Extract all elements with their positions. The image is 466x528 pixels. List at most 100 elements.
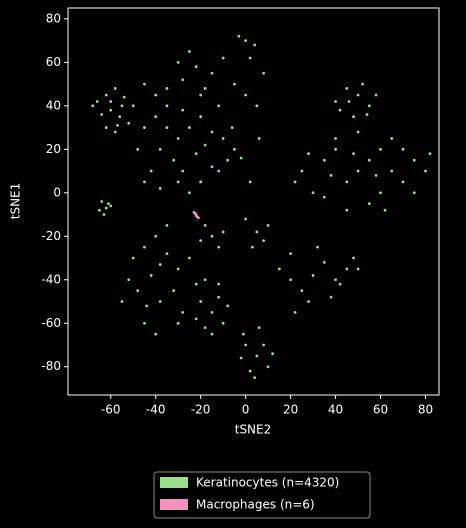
point [131, 104, 135, 108]
point [248, 56, 252, 60]
point [188, 50, 191, 53]
point [131, 256, 135, 260]
point [197, 216, 200, 220]
point [165, 224, 169, 227]
point [203, 224, 207, 227]
point [221, 137, 225, 140]
point [165, 104, 169, 108]
point [379, 191, 382, 195]
point [104, 206, 108, 210]
point [181, 78, 185, 82]
point [158, 300, 162, 303]
point [307, 152, 310, 156]
point [365, 113, 369, 116]
point [181, 310, 185, 314]
point [91, 104, 95, 108]
point [217, 245, 221, 249]
point [109, 100, 113, 103]
point [127, 278, 131, 282]
point [232, 147, 236, 151]
point [194, 152, 198, 156]
y-tick-label: -20 [41, 229, 61, 243]
point [352, 256, 355, 260]
point [116, 124, 119, 127]
point [237, 34, 241, 38]
point [154, 332, 158, 336]
point [176, 137, 180, 140]
point [188, 256, 191, 260]
point [136, 147, 140, 151]
point [210, 165, 214, 169]
point [127, 121, 131, 125]
point [334, 147, 337, 151]
point [143, 321, 146, 325]
point [232, 82, 236, 86]
point [145, 304, 149, 308]
point [239, 356, 243, 360]
point [367, 158, 371, 162]
point [165, 87, 169, 90]
point [334, 278, 337, 282]
point [172, 289, 176, 293]
point [210, 130, 214, 134]
point [374, 174, 378, 177]
point [176, 267, 180, 271]
y-tick-label: -60 [41, 316, 61, 330]
point [158, 147, 162, 151]
point [221, 230, 225, 234]
point [176, 180, 180, 184]
point [176, 321, 180, 325]
point [194, 65, 198, 69]
point [100, 200, 104, 203]
point [307, 300, 310, 303]
point [154, 93, 158, 97]
point [176, 60, 180, 64]
point [322, 158, 326, 162]
point [334, 100, 337, 103]
point [401, 180, 405, 184]
point [356, 169, 360, 173]
point [257, 326, 261, 330]
x-tick-label: 0 [242, 403, 250, 417]
point [277, 267, 281, 271]
point [271, 352, 275, 356]
point [154, 115, 158, 119]
y-axis-label: tSNE1 [9, 183, 23, 220]
y-tick-label: 60 [46, 55, 61, 69]
point [217, 104, 221, 108]
point [226, 158, 230, 162]
point [300, 289, 304, 293]
point [311, 274, 315, 277]
point [158, 263, 162, 266]
point [165, 126, 169, 129]
point [217, 295, 221, 299]
point [172, 158, 176, 162]
y-tick-label: -40 [41, 272, 61, 286]
point [266, 224, 270, 227]
point [217, 282, 221, 286]
point [107, 202, 110, 206]
point [109, 204, 113, 208]
point [210, 310, 214, 314]
point [424, 169, 427, 173]
point [334, 137, 337, 140]
y-tick-label: 80 [46, 11, 61, 25]
point [154, 234, 158, 238]
point [338, 108, 342, 112]
point [293, 310, 297, 314]
point [311, 191, 315, 195]
point [203, 278, 207, 282]
point [266, 365, 270, 369]
point [203, 143, 207, 147]
point [230, 126, 234, 129]
point [120, 300, 124, 303]
point [221, 321, 225, 325]
point [122, 95, 126, 99]
point [143, 180, 146, 184]
point [253, 376, 257, 380]
point [248, 180, 252, 184]
point [345, 180, 349, 184]
y-tick-label: -80 [41, 359, 61, 373]
point [338, 282, 342, 286]
